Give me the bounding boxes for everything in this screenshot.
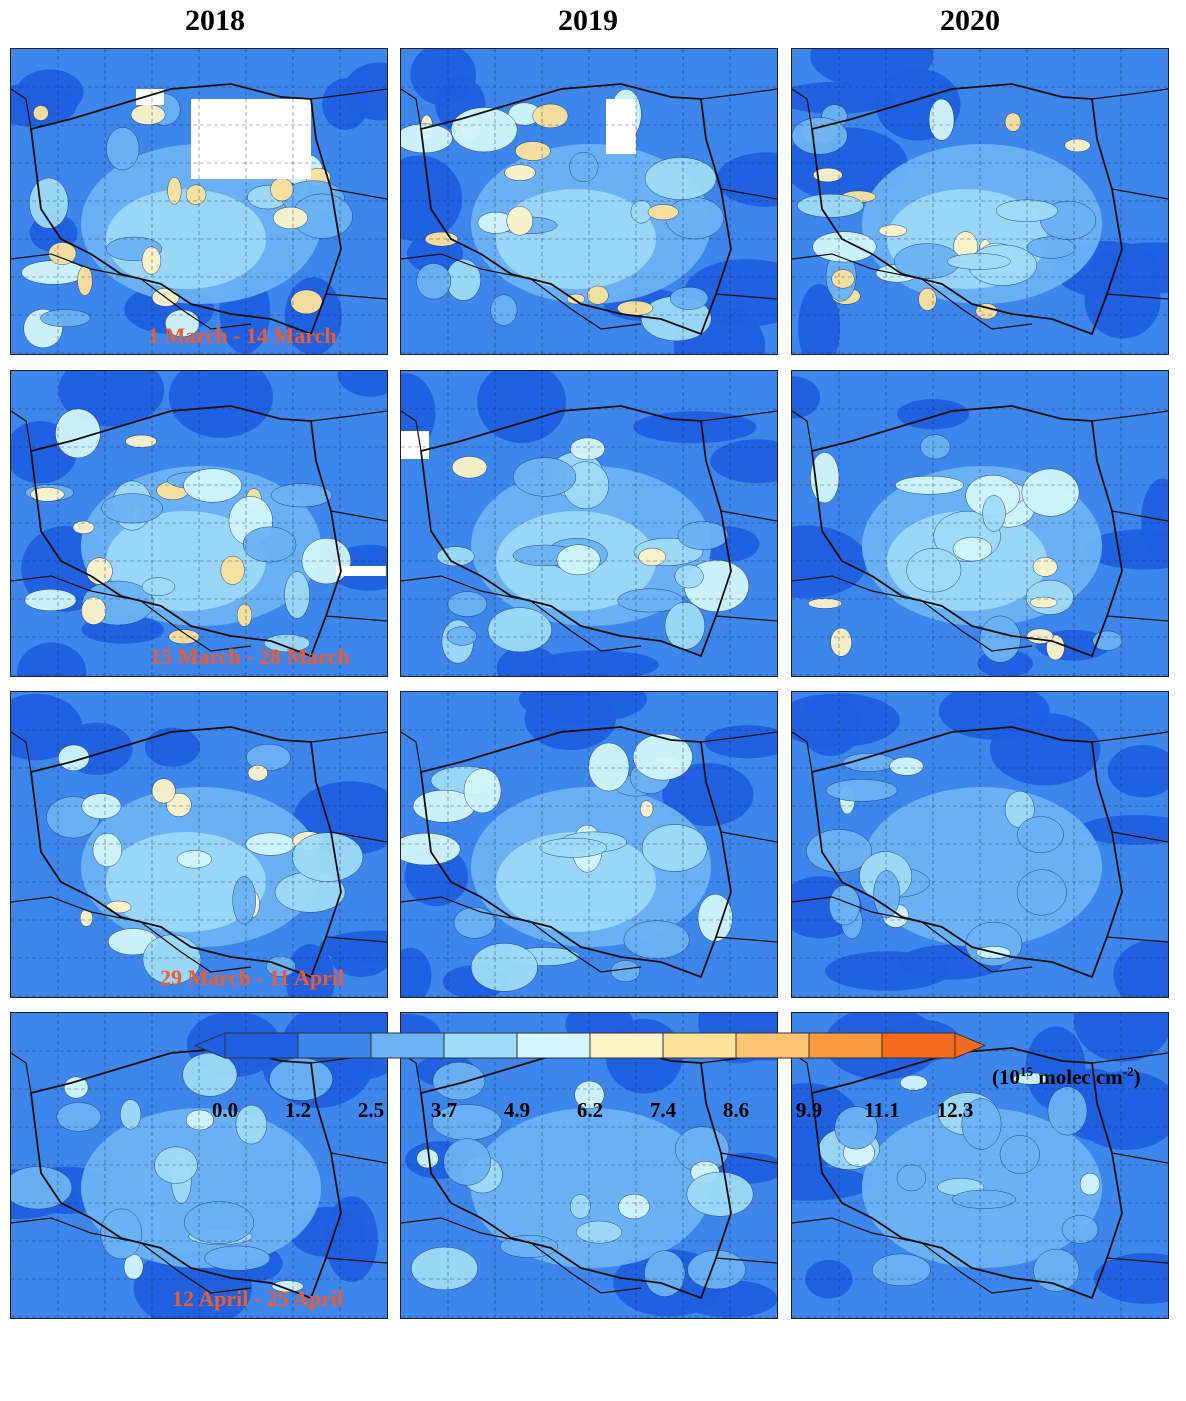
colorbar-swatch xyxy=(370,1032,445,1059)
map-panel-2020-4 xyxy=(791,1012,1169,1319)
year-title-2018: 2018 xyxy=(185,4,245,37)
map-panel-2018-2 xyxy=(10,370,388,677)
colorbar-swatch xyxy=(224,1032,299,1059)
colorbar-tick-label: 1.2 xyxy=(284,1098,312,1122)
map-panel-2018-4 xyxy=(10,1012,388,1319)
colorbar-tick-label: 8.6 xyxy=(722,1098,750,1122)
period-label-3: 29 March - 11 April xyxy=(160,965,345,990)
colorbar-swatch xyxy=(662,1032,737,1059)
map-panel-2019-1 xyxy=(400,48,778,355)
colorbar-swatch xyxy=(735,1032,810,1059)
colorbar-tick-label: 3.7 xyxy=(430,1098,458,1122)
colorbar-tick-label: 7.4 xyxy=(649,1098,677,1122)
colorbar-swatch xyxy=(516,1032,591,1059)
map-panel-2018-3 xyxy=(10,691,388,998)
colorbar-swatch xyxy=(589,1032,664,1059)
colorbar-swatch xyxy=(881,1032,956,1059)
colorbar-arrow-right xyxy=(954,1032,987,1059)
map-panel-2020-3 xyxy=(791,691,1169,998)
colorbar-arrow-left xyxy=(193,1032,226,1059)
map-panel-2019-2 xyxy=(400,370,778,677)
colorbar-swatch xyxy=(808,1032,883,1059)
period-label-4: 12 April - 25 April xyxy=(172,1286,344,1311)
year-title-2019: 2019 xyxy=(558,4,618,37)
colorbar-units: (1015 molec cm-2) xyxy=(992,1064,1141,1089)
map-panel-2018-1 xyxy=(10,48,388,355)
colorbar-tick-label: 12.3 xyxy=(936,1098,974,1122)
colorbar-swatch xyxy=(297,1032,372,1059)
colorbar xyxy=(193,1032,987,1059)
map-panel-2019-4 xyxy=(400,1012,778,1319)
colorbar-swatch xyxy=(443,1032,518,1059)
colorbar-tick-label: 9.9 xyxy=(795,1098,823,1122)
colorbar-tick-label: 0.0 xyxy=(211,1098,239,1122)
map-panel-2019-3 xyxy=(400,691,778,998)
map-panel-2020-2 xyxy=(791,370,1169,677)
period-label-2: 15 March - 28 March xyxy=(150,644,350,669)
map-panel-2020-1 xyxy=(791,48,1169,355)
colorbar-tick-label: 6.2 xyxy=(576,1098,604,1122)
colorbar-tick-label: 11.1 xyxy=(864,1098,900,1122)
colorbar-tick-label: 2.5 xyxy=(357,1098,385,1122)
colorbar-tick-label: 4.9 xyxy=(503,1098,531,1122)
year-title-2020: 2020 xyxy=(940,4,1000,37)
period-label-1: 1 March - 14 March xyxy=(148,323,337,348)
